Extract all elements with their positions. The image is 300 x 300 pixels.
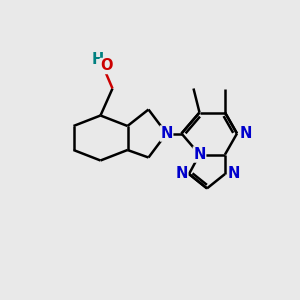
Text: N: N xyxy=(175,167,188,182)
Text: H: H xyxy=(92,52,104,67)
Text: N: N xyxy=(160,126,173,141)
Text: N: N xyxy=(240,126,252,141)
Text: O: O xyxy=(100,58,113,74)
Text: N: N xyxy=(228,167,240,182)
Text: N: N xyxy=(193,147,206,162)
